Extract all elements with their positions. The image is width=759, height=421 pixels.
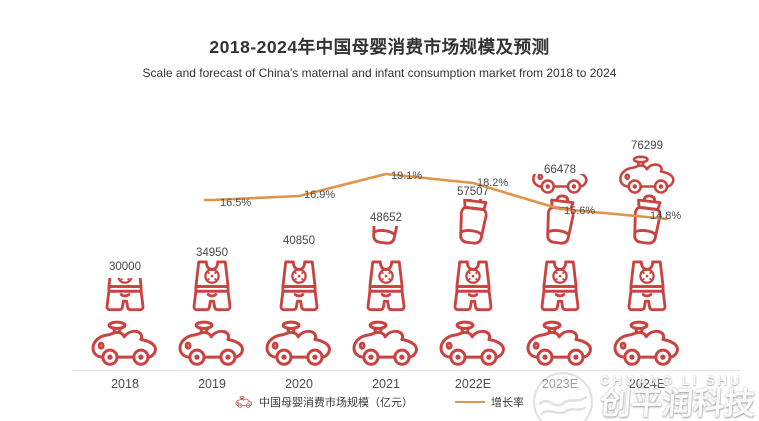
baby-bottle-icon (535, 194, 585, 246)
baby-romper-icon (620, 260, 674, 313)
x-axis-label: 2018 (111, 377, 139, 391)
x-axis-label: 2021 (372, 377, 400, 391)
ride-on-toy-car-icon (609, 320, 685, 366)
x-axis-label: 2022E (454, 377, 492, 391)
chart-title: 2018-2024年中国母婴消费市场规模及预测 (209, 37, 550, 57)
value-label: 30000 (109, 261, 141, 273)
ride-on-toy-car-icon (87, 320, 163, 366)
ride-on-toy-car-icon (348, 320, 424, 366)
chart-subtitle: Scale and forecast of China's maternal a… (142, 66, 617, 80)
legend-market-label: 中国母婴消费市场规模（亿元） (259, 397, 413, 409)
x-axis-label: 2019 (198, 377, 226, 391)
rate-label: 15.6% (564, 205, 596, 217)
ride-on-toy-car-icon (522, 320, 598, 366)
ride-on-toy-car-icon (615, 155, 680, 194)
baby-bottle-icon (361, 226, 411, 246)
ride-on-toy-car-icon (435, 320, 511, 366)
rate-label: 18.2% (477, 177, 509, 189)
baby-romper-icon (185, 260, 239, 313)
baby-romper-icon (359, 260, 413, 313)
value-label: 34950 (196, 247, 228, 259)
x-axis-label: 2024E (628, 377, 666, 391)
legend-item-market: 中国母婴消费市场规模（亿元） (235, 394, 413, 410)
legend: 中国母婴消费市场规模（亿元） 增长率 (0, 394, 759, 410)
baby-bottle-icon (448, 199, 498, 246)
rate-label: 14.8% (650, 210, 682, 222)
baby-romper-icon (272, 260, 326, 313)
value-label: 66478 (544, 164, 576, 176)
rate-label: 19.1% (391, 170, 423, 182)
baby-romper-icon (446, 260, 500, 313)
x-axis-label: 2023E (541, 377, 579, 391)
baby-romper-icon (98, 278, 152, 313)
x-axis-line (72, 370, 740, 371)
legend-growth-label: 增长率 (491, 397, 524, 409)
x-axis-label: 2020 (285, 377, 313, 391)
value-label: 48652 (370, 212, 402, 224)
rate-label: 16.9% (304, 189, 336, 201)
value-label: 76299 (631, 140, 663, 152)
legend-line-swatch (455, 401, 485, 403)
legend-pictogram-swatch-icon (235, 396, 253, 408)
value-label: 40850 (283, 235, 315, 247)
ride-on-toy-car-icon (528, 174, 593, 194)
baby-romper-icon (533, 260, 587, 313)
rate-label: 16.5% (220, 197, 252, 209)
legend-item-growth: 增长率 (455, 394, 524, 410)
ride-on-toy-car-icon (261, 320, 337, 366)
ride-on-toy-car-icon (174, 320, 250, 366)
